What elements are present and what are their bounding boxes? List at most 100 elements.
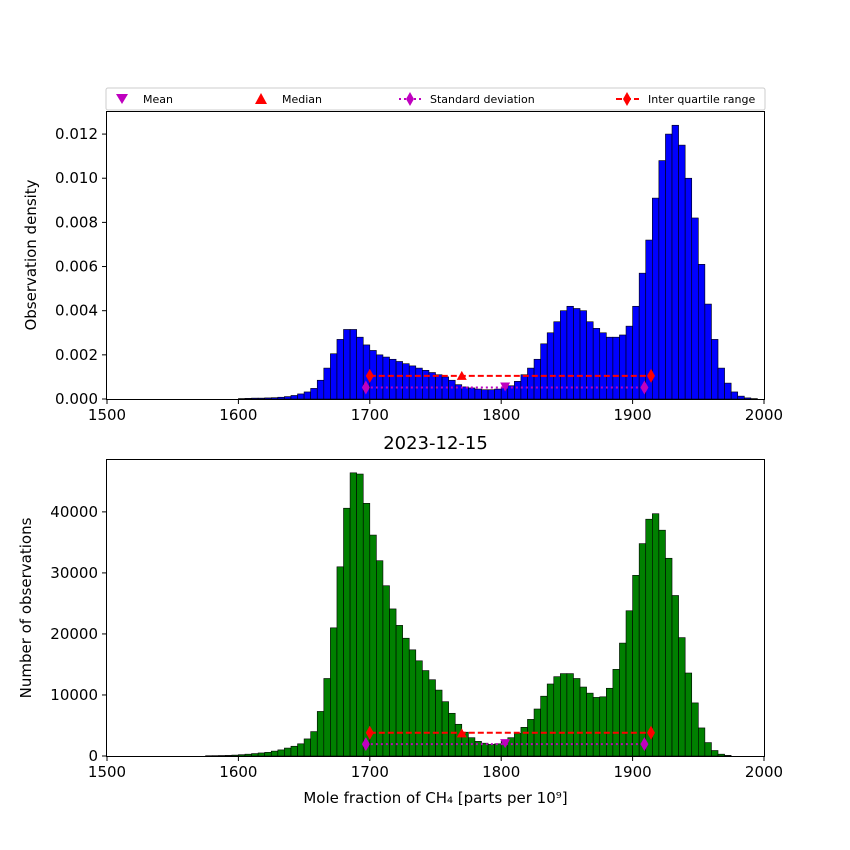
bar [487, 744, 495, 757]
x-tick-label: 1700 [351, 406, 389, 424]
legend-label-std: Standard deviation [430, 93, 535, 106]
bar [323, 367, 331, 400]
std-high-marker [640, 380, 649, 395]
bar [277, 396, 285, 400]
iqr-high-marker [646, 368, 655, 383]
bar [231, 754, 239, 757]
bar [422, 670, 430, 757]
y-tick-label: 0.000 [55, 390, 98, 408]
bar [691, 702, 699, 757]
bar [697, 264, 706, 400]
bar [632, 575, 640, 757]
bar [435, 689, 443, 757]
bar [402, 637, 410, 757]
bar [619, 642, 627, 757]
bar [316, 379, 325, 400]
mean-marker [500, 382, 511, 392]
std-marker-icon [406, 92, 414, 106]
x-tick-label: 1600 [219, 406, 257, 424]
legend-frame [105, 87, 766, 111]
bar [599, 696, 607, 757]
bar [310, 731, 318, 757]
y-tick-label: 0.002 [55, 346, 98, 364]
bar [323, 678, 331, 757]
bar [612, 336, 620, 400]
bottom-y-ticks: 0 10000 20000 30000 40000 [50, 503, 107, 765]
bar [481, 389, 489, 400]
bar [632, 305, 640, 400]
x-tick-label: 1500 [88, 763, 126, 781]
x-tick-label: 1900 [614, 763, 652, 781]
y-tick-label: 10000 [50, 686, 98, 704]
bar [606, 336, 614, 400]
bar [382, 356, 390, 400]
bar [251, 397, 259, 400]
bottom-x-ticks: 1500 1600 1700 1800 1900 2000 [88, 756, 783, 781]
top-bars [238, 124, 758, 400]
bar [540, 695, 548, 757]
bar [573, 308, 581, 400]
bar [697, 727, 706, 757]
bar [619, 334, 627, 400]
bar [310, 388, 318, 400]
bar [579, 310, 587, 400]
top-stats [361, 368, 655, 395]
median-marker [456, 370, 467, 380]
bar [408, 365, 417, 400]
bar [599, 332, 607, 400]
bar [717, 753, 725, 757]
bar [277, 749, 285, 757]
y-tick-label: 0.004 [55, 302, 98, 320]
bar [684, 177, 693, 400]
bar [257, 397, 265, 400]
bar [316, 711, 325, 757]
bar [362, 503, 371, 757]
bar [448, 712, 456, 757]
bar [395, 361, 403, 400]
bar [461, 386, 469, 400]
bar [494, 743, 502, 757]
bar [658, 529, 666, 757]
bar [454, 723, 463, 757]
bar [448, 379, 456, 400]
bar [290, 395, 298, 400]
bar [284, 747, 292, 757]
bar [704, 303, 712, 400]
bar [415, 367, 423, 400]
legend-label-median: Median [282, 93, 322, 106]
bar [527, 719, 535, 757]
bar [415, 660, 423, 757]
y-tick-label: 0.006 [55, 258, 98, 276]
bar [724, 382, 732, 400]
bar [468, 737, 476, 757]
iqr-marker-icon [623, 92, 631, 106]
std-low-marker [361, 737, 370, 752]
bar [264, 752, 272, 757]
bar [270, 750, 279, 757]
bar [678, 637, 686, 757]
iqr-low-marker [365, 368, 374, 383]
bottom-stats [361, 725, 655, 752]
bar [389, 608, 397, 757]
bar [533, 358, 541, 400]
legend-entry-mean: Mean [116, 93, 173, 106]
bar [244, 753, 252, 757]
bar [244, 398, 252, 400]
bar [297, 393, 305, 400]
bar [560, 310, 568, 400]
bar [264, 397, 272, 400]
bar [389, 358, 397, 400]
bar [330, 627, 338, 757]
bar [297, 743, 305, 757]
mean-marker-icon [116, 94, 128, 104]
bar [251, 753, 259, 757]
x-tick-label: 1500 [88, 406, 126, 424]
bar [382, 585, 390, 757]
bar [290, 745, 298, 757]
bar [303, 738, 311, 757]
bar [527, 367, 535, 400]
std-high-marker [640, 737, 649, 752]
y-tick-label: 0.008 [55, 213, 98, 231]
bar [336, 566, 344, 757]
bar [652, 513, 660, 757]
